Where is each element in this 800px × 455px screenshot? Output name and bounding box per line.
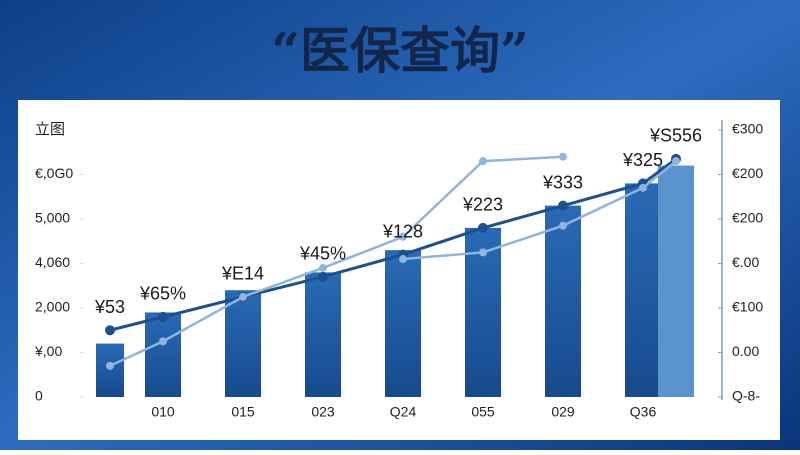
point (399, 255, 407, 264)
data-label: ¥128 (382, 221, 423, 241)
x-tick-label: Q36 (630, 404, 657, 420)
data-label: ¥223 (462, 195, 503, 215)
y-tick-label: 2,000 (35, 299, 70, 315)
bar (225, 290, 261, 397)
point (559, 221, 567, 230)
y-axis-label: 立图 (35, 121, 65, 138)
point (558, 200, 568, 211)
chart-title: “医保查询” (271, 21, 529, 80)
x-tick-label: 010 (151, 404, 175, 420)
point (672, 157, 680, 166)
y-tick-label: 5,000 (35, 210, 70, 226)
point (318, 271, 328, 282)
y2-tick-label: €300 (732, 121, 763, 137)
y2-tick-label: €100 (732, 299, 763, 315)
y2-tick-label: Q-8- (732, 388, 760, 404)
bar (658, 165, 694, 397)
x-tick-label: 055 (471, 404, 495, 420)
point (158, 311, 168, 322)
y-tick-label: ¥,00 (34, 343, 62, 359)
point (159, 337, 167, 346)
bar (385, 250, 421, 397)
point (105, 325, 115, 336)
y2-tick-label: €200 (732, 165, 763, 181)
y-tick-label: 4,060 (35, 254, 70, 270)
y2-tick-label: €.00 (732, 254, 759, 270)
point (479, 248, 487, 257)
point (399, 232, 407, 241)
data-label: ¥53 (94, 297, 125, 317)
point (106, 361, 114, 370)
data-label: ¥S556 (649, 126, 702, 146)
point (559, 152, 567, 161)
bar (145, 312, 181, 397)
data-label: ¥E14 (221, 264, 264, 284)
y2-tick-label: 0.00 (732, 343, 759, 359)
point (479, 157, 487, 166)
point (319, 263, 327, 272)
x-tick-label: 015 (231, 404, 255, 420)
bar (625, 183, 661, 397)
x-tick-label: 023 (311, 404, 335, 420)
point (239, 292, 247, 301)
bar (305, 272, 341, 397)
y-tick-label: 0 (35, 388, 43, 404)
bar (96, 343, 124, 397)
y-tick-label: €,0G0 (35, 165, 73, 181)
point (639, 183, 647, 192)
data-label: ¥325 (622, 150, 663, 170)
x-tick-label: Q24 (390, 404, 417, 420)
data-label: ¥65% (139, 284, 186, 304)
data-label: ¥333 (542, 172, 583, 192)
data-label: ¥45% (299, 244, 346, 264)
bar (545, 205, 581, 397)
point (478, 222, 488, 233)
y2-tick-label: €200 (732, 210, 763, 226)
x-tick-label: 029 (551, 404, 575, 420)
